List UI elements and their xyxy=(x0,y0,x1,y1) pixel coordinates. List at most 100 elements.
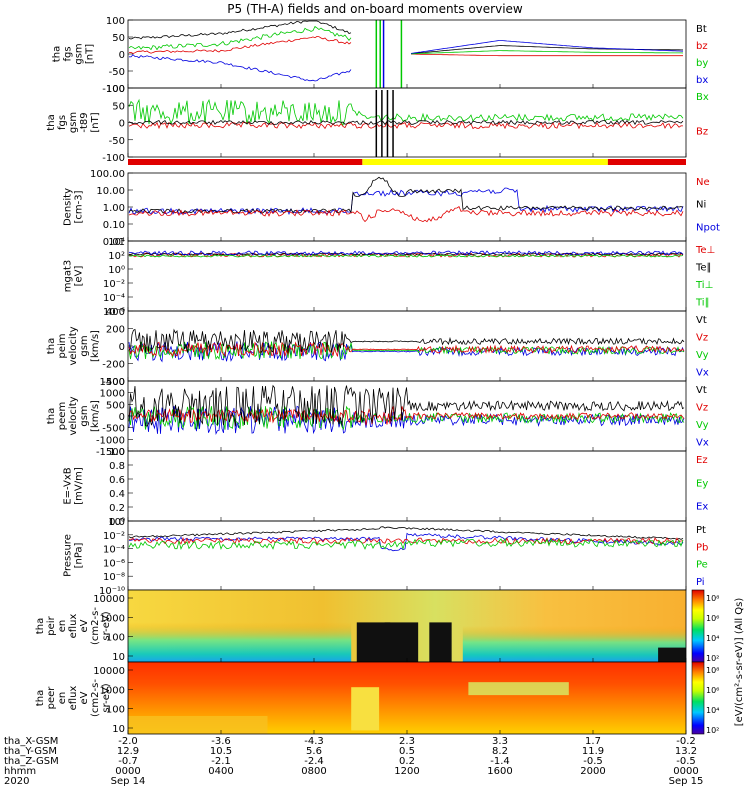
y-axis-label-line: fgs xyxy=(57,115,68,130)
panel-frame xyxy=(127,520,687,591)
y-tick-label: 1000 xyxy=(100,685,125,696)
panel-efield: 1.0 0.8 0.6 0.4 0.2 0.0 E=-VxB[mV/m] Ez Ey Ex xyxy=(63,447,709,528)
y-tick-label: 100 xyxy=(106,633,125,644)
x-row-label: tha_Z-GSM xyxy=(4,756,59,767)
y-tick-label: 10⁻⁴ xyxy=(103,293,125,304)
y-axis-label-line: peir xyxy=(46,615,57,635)
y-axis-label: thapeerenefluxeV(cm2-s-sr-eV) xyxy=(35,679,112,717)
legend-entry: Bt xyxy=(696,24,707,35)
series-line-ni xyxy=(128,176,684,214)
y-axis-label-line: [cm-3] xyxy=(74,190,85,223)
y-tick-label: 400 xyxy=(106,307,125,318)
spectrogram-blob xyxy=(384,622,419,662)
y-axis-label: E=-VxB[mV/m] xyxy=(63,467,85,505)
y-axis-label-line: velocity xyxy=(68,326,79,365)
y-axis-label-line: mgat3 xyxy=(63,260,74,293)
y-tick-label: 10⁰ xyxy=(108,265,125,276)
y-axis-label-line: eV xyxy=(79,619,90,632)
legend-entry: Vz xyxy=(696,403,708,414)
y-axis-label-line: tha xyxy=(46,338,57,354)
panel-frame xyxy=(127,172,687,242)
legend-entry: Npot xyxy=(696,222,720,233)
legend-entry: Te∥ xyxy=(695,263,712,274)
y-axis-label-line: eflux xyxy=(68,614,79,639)
y-tick-label: 1500 xyxy=(100,377,125,388)
y-axis-label-line: en xyxy=(57,620,68,633)
series-line-bz xyxy=(128,121,684,130)
y-axis-label-line: peer xyxy=(46,686,57,710)
y-tick-label: 10 xyxy=(112,652,125,663)
legend-entry: Ni xyxy=(696,200,706,211)
panel-temp: 10⁴ 10² 10⁰ 10⁻² 10⁻⁴ 10⁻⁶ mgat3[eV] Te⊥ Te∥ Ti⊥ T… xyxy=(63,237,716,318)
y-axis-label-line: [mV/m] xyxy=(74,467,85,505)
y-axis-label-line: tha xyxy=(35,690,46,706)
y-axis-label: thafgsgsm-t89[nT] xyxy=(46,112,101,133)
series-line-vt xyxy=(128,384,685,427)
x-col-value: 12.9 xyxy=(117,746,139,757)
y-tick-label: 10000 xyxy=(93,666,125,677)
x-col-value: 13.2 xyxy=(675,746,697,757)
y-tick-label: 0.0 xyxy=(109,517,125,528)
y-axis-label-line: tha xyxy=(52,46,63,62)
y-axis-label-line: [nPa] xyxy=(74,542,85,568)
colorbar xyxy=(691,589,705,663)
legend-entry: Ne xyxy=(696,177,710,188)
legend-entry: Vz xyxy=(696,333,708,344)
legend-entry: bz xyxy=(696,41,708,52)
panel-density: 100.00 10.00 1.00 0.10 0.01 Density[cm-3] Ne Ni… xyxy=(63,169,720,248)
legend-entry: Ez xyxy=(696,455,708,466)
y-tick-label: 100 xyxy=(106,705,125,716)
panel-elec_spec: 10⁸10⁶10⁴10²10000100010010thapeereneflux… xyxy=(35,661,719,735)
y-axis-label-line: [nT] xyxy=(90,112,101,132)
series-line-vz xyxy=(128,405,685,426)
y-axis-label-line: gsm xyxy=(74,43,85,64)
x-row-label: hhmm xyxy=(4,766,36,777)
y-axis-label-line: tha xyxy=(46,408,57,424)
y-tick-label: -1000 xyxy=(96,435,125,446)
y-tick-label: 10⁻² xyxy=(103,279,125,290)
y-tick-label: 10⁴ xyxy=(108,237,125,248)
y-tick-label: 10⁻⁴ xyxy=(103,545,125,556)
y-tick-label: 0.8 xyxy=(109,461,125,472)
legend-entry: Pe xyxy=(696,560,708,571)
y-axis-label-line: gsm xyxy=(79,405,90,426)
x-col-value: -0.5 xyxy=(583,756,603,767)
y-tick-label: 200 xyxy=(106,325,125,336)
x-date-label: Sep 14 xyxy=(111,776,146,787)
y-axis-label-line: peem xyxy=(57,402,68,430)
x-col-value: -0.2 xyxy=(676,736,696,747)
y-tick-label: -50 xyxy=(109,67,125,78)
x-col-value: 0800 xyxy=(301,766,326,777)
legend-entry: by xyxy=(696,58,708,69)
panel-fgs_diff: 100 50 0 -50 -100 thafgsgsm-t89[nT] Bx Bz xyxy=(46,84,709,164)
y-axis-label-line: velocity xyxy=(68,396,79,435)
series-line-bx xyxy=(128,98,684,126)
panel-pressure: 10⁰ 10⁻² 10⁻⁴ 10⁻⁶ 10⁻⁸ 10⁻¹⁰ Pressure[nPa] Pt P… xyxy=(63,517,709,597)
x-col-value: 10.5 xyxy=(210,746,232,757)
y-tick-label: 0.4 xyxy=(109,489,125,500)
legend-entry: Vt xyxy=(696,315,707,326)
x-col-value: -2.1 xyxy=(211,756,231,767)
y-axis-label-line: (cm2-s- xyxy=(90,679,101,717)
status-bar-yellow xyxy=(362,159,608,165)
y-tick-label: -50 xyxy=(109,136,125,147)
panel-frame xyxy=(127,240,687,312)
x-col-value: -2.4 xyxy=(304,756,324,767)
series-line-vt xyxy=(128,328,685,355)
spectrogram-patch xyxy=(468,682,569,696)
colorbar-label: [eV/(cm²-s-sr-eV)] (All Qs) xyxy=(734,598,745,727)
y-tick-label: 1000 xyxy=(100,389,125,400)
legend-entry: Ti∥ xyxy=(695,298,710,309)
y-axis-label-line: [km/s] xyxy=(90,400,101,432)
y-axis-label-line: fgs xyxy=(63,46,74,61)
y-axis-label-line: sr-eV) xyxy=(101,683,112,712)
legend-entry: Vy xyxy=(696,350,709,361)
spectrogram-blob xyxy=(658,647,686,662)
x-date-label: Sep 15 xyxy=(669,776,704,787)
y-tick-label: 100 xyxy=(106,84,125,95)
y-tick-label: 0.10 xyxy=(103,220,125,231)
legend-entry: Vx xyxy=(696,438,709,449)
colorbar-tick-label: 10⁶ xyxy=(706,614,719,623)
y-tick-label: 10⁻² xyxy=(103,531,125,542)
